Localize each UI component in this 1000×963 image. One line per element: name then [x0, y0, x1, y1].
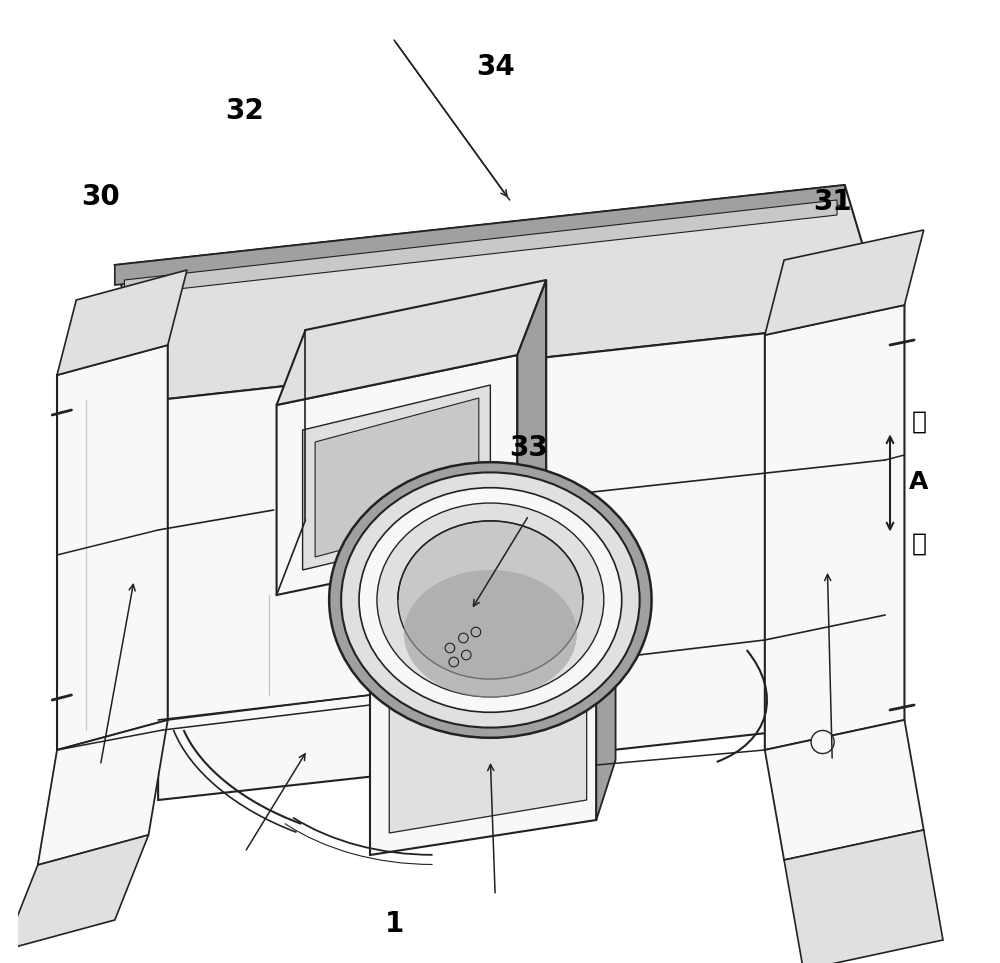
Ellipse shape — [398, 521, 583, 679]
Text: 1: 1 — [384, 910, 404, 939]
Polygon shape — [57, 270, 187, 375]
Text: 34: 34 — [476, 53, 515, 82]
Text: 下: 下 — [911, 410, 926, 433]
Polygon shape — [4, 835, 149, 950]
Polygon shape — [277, 280, 546, 405]
Polygon shape — [389, 672, 587, 833]
Text: 32: 32 — [225, 96, 264, 125]
Ellipse shape — [404, 570, 577, 697]
Polygon shape — [370, 595, 616, 690]
Polygon shape — [277, 355, 517, 595]
Ellipse shape — [359, 487, 622, 713]
Polygon shape — [115, 185, 845, 285]
Polygon shape — [517, 280, 546, 545]
Polygon shape — [158, 320, 885, 800]
Polygon shape — [765, 305, 904, 750]
Ellipse shape — [341, 473, 640, 728]
Text: 30: 30 — [81, 183, 120, 212]
Circle shape — [811, 731, 834, 754]
Polygon shape — [765, 720, 924, 860]
Polygon shape — [303, 385, 490, 570]
Polygon shape — [38, 720, 168, 865]
Text: 33: 33 — [510, 433, 548, 462]
Text: 31: 31 — [813, 188, 852, 217]
Polygon shape — [765, 230, 924, 335]
Ellipse shape — [329, 462, 652, 738]
Polygon shape — [124, 200, 837, 295]
Ellipse shape — [377, 503, 604, 697]
Text: 上: 上 — [911, 533, 926, 556]
Polygon shape — [115, 185, 885, 400]
Polygon shape — [57, 345, 168, 750]
Polygon shape — [596, 595, 616, 820]
Text: A: A — [909, 470, 929, 493]
Polygon shape — [784, 830, 943, 963]
Polygon shape — [370, 655, 596, 855]
Polygon shape — [315, 398, 479, 557]
